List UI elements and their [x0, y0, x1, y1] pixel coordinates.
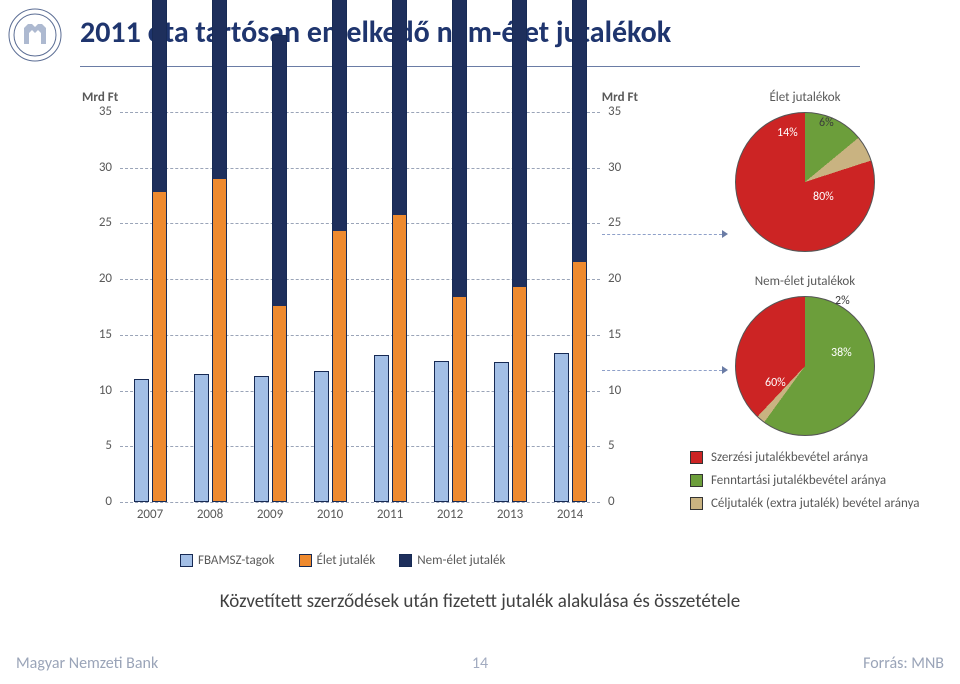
- pie-charts: Élet jutalékok 80% 14% 6% Nem-élet jutal…: [690, 90, 920, 550]
- pie1: 80% 14% 6%: [735, 112, 875, 252]
- legend-nemelet: Nem-élet jutalék: [399, 553, 505, 568]
- bar-legend: FBAMSZ-tagok Élet jutalék Nem-élet jutal…: [180, 550, 600, 570]
- pie-legend-cel: Céljutalék (extra jutalék) bevétel arány…: [690, 496, 950, 511]
- bar-chart: Mrd Ft Mrd Ft 00551010151520202525303035…: [80, 90, 640, 550]
- legend-fbamsz: FBAMSZ-tagok: [180, 553, 275, 568]
- y-left-title: Mrd Ft: [82, 90, 118, 105]
- subtitle: Közvetített szerződések után fizetett ju…: [80, 590, 880, 613]
- arrow-head-icon: [722, 366, 728, 374]
- pie2-title: Nem-élet jutalékok: [690, 274, 920, 289]
- bar-plot-area: 0055101015152020252530303535200720082009…: [120, 112, 600, 502]
- footer-source: Forrás: MNB: [863, 654, 944, 673]
- pie-legend-szerzesi: Szerzési jutalékbevétel aránya: [690, 450, 950, 465]
- legend-elet: Élet jutalék: [299, 553, 376, 568]
- arrow-to-pie2: [602, 370, 722, 371]
- arrow-head-icon: [722, 230, 728, 238]
- title-rule: [80, 66, 860, 67]
- pie2: 38% 60% 2%: [735, 296, 875, 436]
- pie1-title: Élet jutalékok: [690, 90, 920, 105]
- mnb-logo: [8, 8, 62, 62]
- footer: Magyar Nemzeti Bank 14 Forrás: MNB: [0, 654, 960, 676]
- pie-legend: Szerzési jutalékbevétel aránya Fenntartá…: [690, 450, 950, 519]
- y-right-title: Mrd Ft: [602, 90, 638, 105]
- pie-legend-fenntart: Fenntartási jutalékbevétel aránya: [690, 473, 950, 488]
- arrow-to-pie1: [602, 234, 722, 235]
- slide: 2011 óta tartósan emelkedő nem-élet juta…: [0, 0, 960, 684]
- footer-page: 14: [0, 654, 960, 673]
